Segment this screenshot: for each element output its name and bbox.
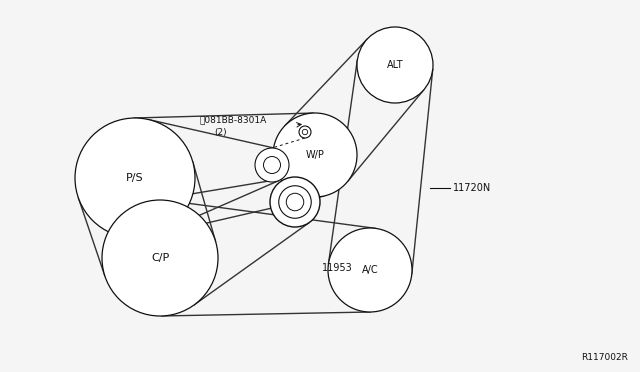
Text: R117002R: R117002R <box>581 353 628 362</box>
Text: (2): (2) <box>214 128 227 138</box>
Circle shape <box>328 228 412 312</box>
Text: W/P: W/P <box>305 150 324 160</box>
Text: 11720N: 11720N <box>453 183 492 193</box>
Circle shape <box>102 200 218 316</box>
Circle shape <box>270 177 320 227</box>
Text: C/P: C/P <box>151 253 169 263</box>
Circle shape <box>357 27 433 103</box>
Circle shape <box>255 148 289 182</box>
Circle shape <box>75 118 195 238</box>
Text: ALT: ALT <box>387 60 403 70</box>
Text: 11953: 11953 <box>322 263 353 273</box>
Circle shape <box>299 126 311 138</box>
Circle shape <box>273 113 357 197</box>
Text: P/S: P/S <box>126 173 144 183</box>
Text: Ⓑ081BB-8301A: Ⓑ081BB-8301A <box>200 115 268 125</box>
Text: A/C: A/C <box>362 265 378 275</box>
